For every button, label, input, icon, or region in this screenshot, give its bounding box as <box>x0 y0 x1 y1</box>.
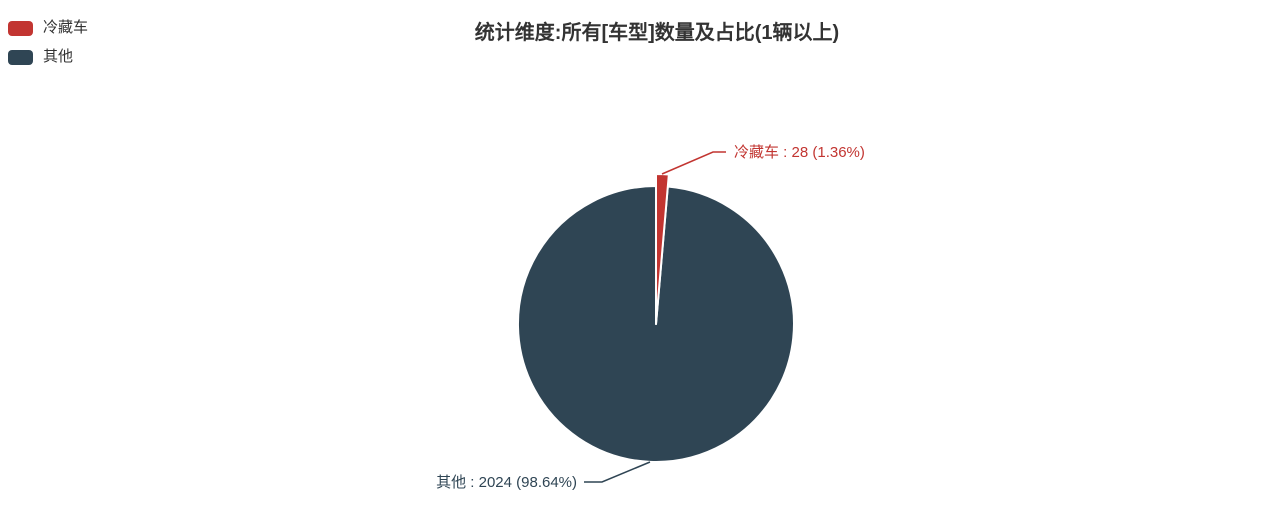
label-line-other <box>584 461 651 483</box>
legend-swatch-refrigerated-truck-icon <box>8 20 33 36</box>
legend-label-refrigerated-truck: 冷藏车 <box>43 19 89 36</box>
legend-label-other: 其他 <box>43 48 74 65</box>
slice-label-other: 其他 : 2024 (98.64%) <box>436 474 577 491</box>
legend-item-refrigerated-truck[interactable]: 冷藏车 <box>8 20 88 36</box>
label-line-refrigerated-truck <box>661 151 726 175</box>
slice-label-refrigerated-truck: 冷藏车 : 28 (1.36%) <box>734 144 865 161</box>
chart-title: 统计维度:所有[车型]数量及占比(1辆以上) <box>474 22 840 44</box>
legend-swatch-other-icon <box>8 49 33 65</box>
legend: 冷藏车 其他 <box>8 20 88 65</box>
legend-item-other[interactable]: 其他 <box>8 49 88 65</box>
